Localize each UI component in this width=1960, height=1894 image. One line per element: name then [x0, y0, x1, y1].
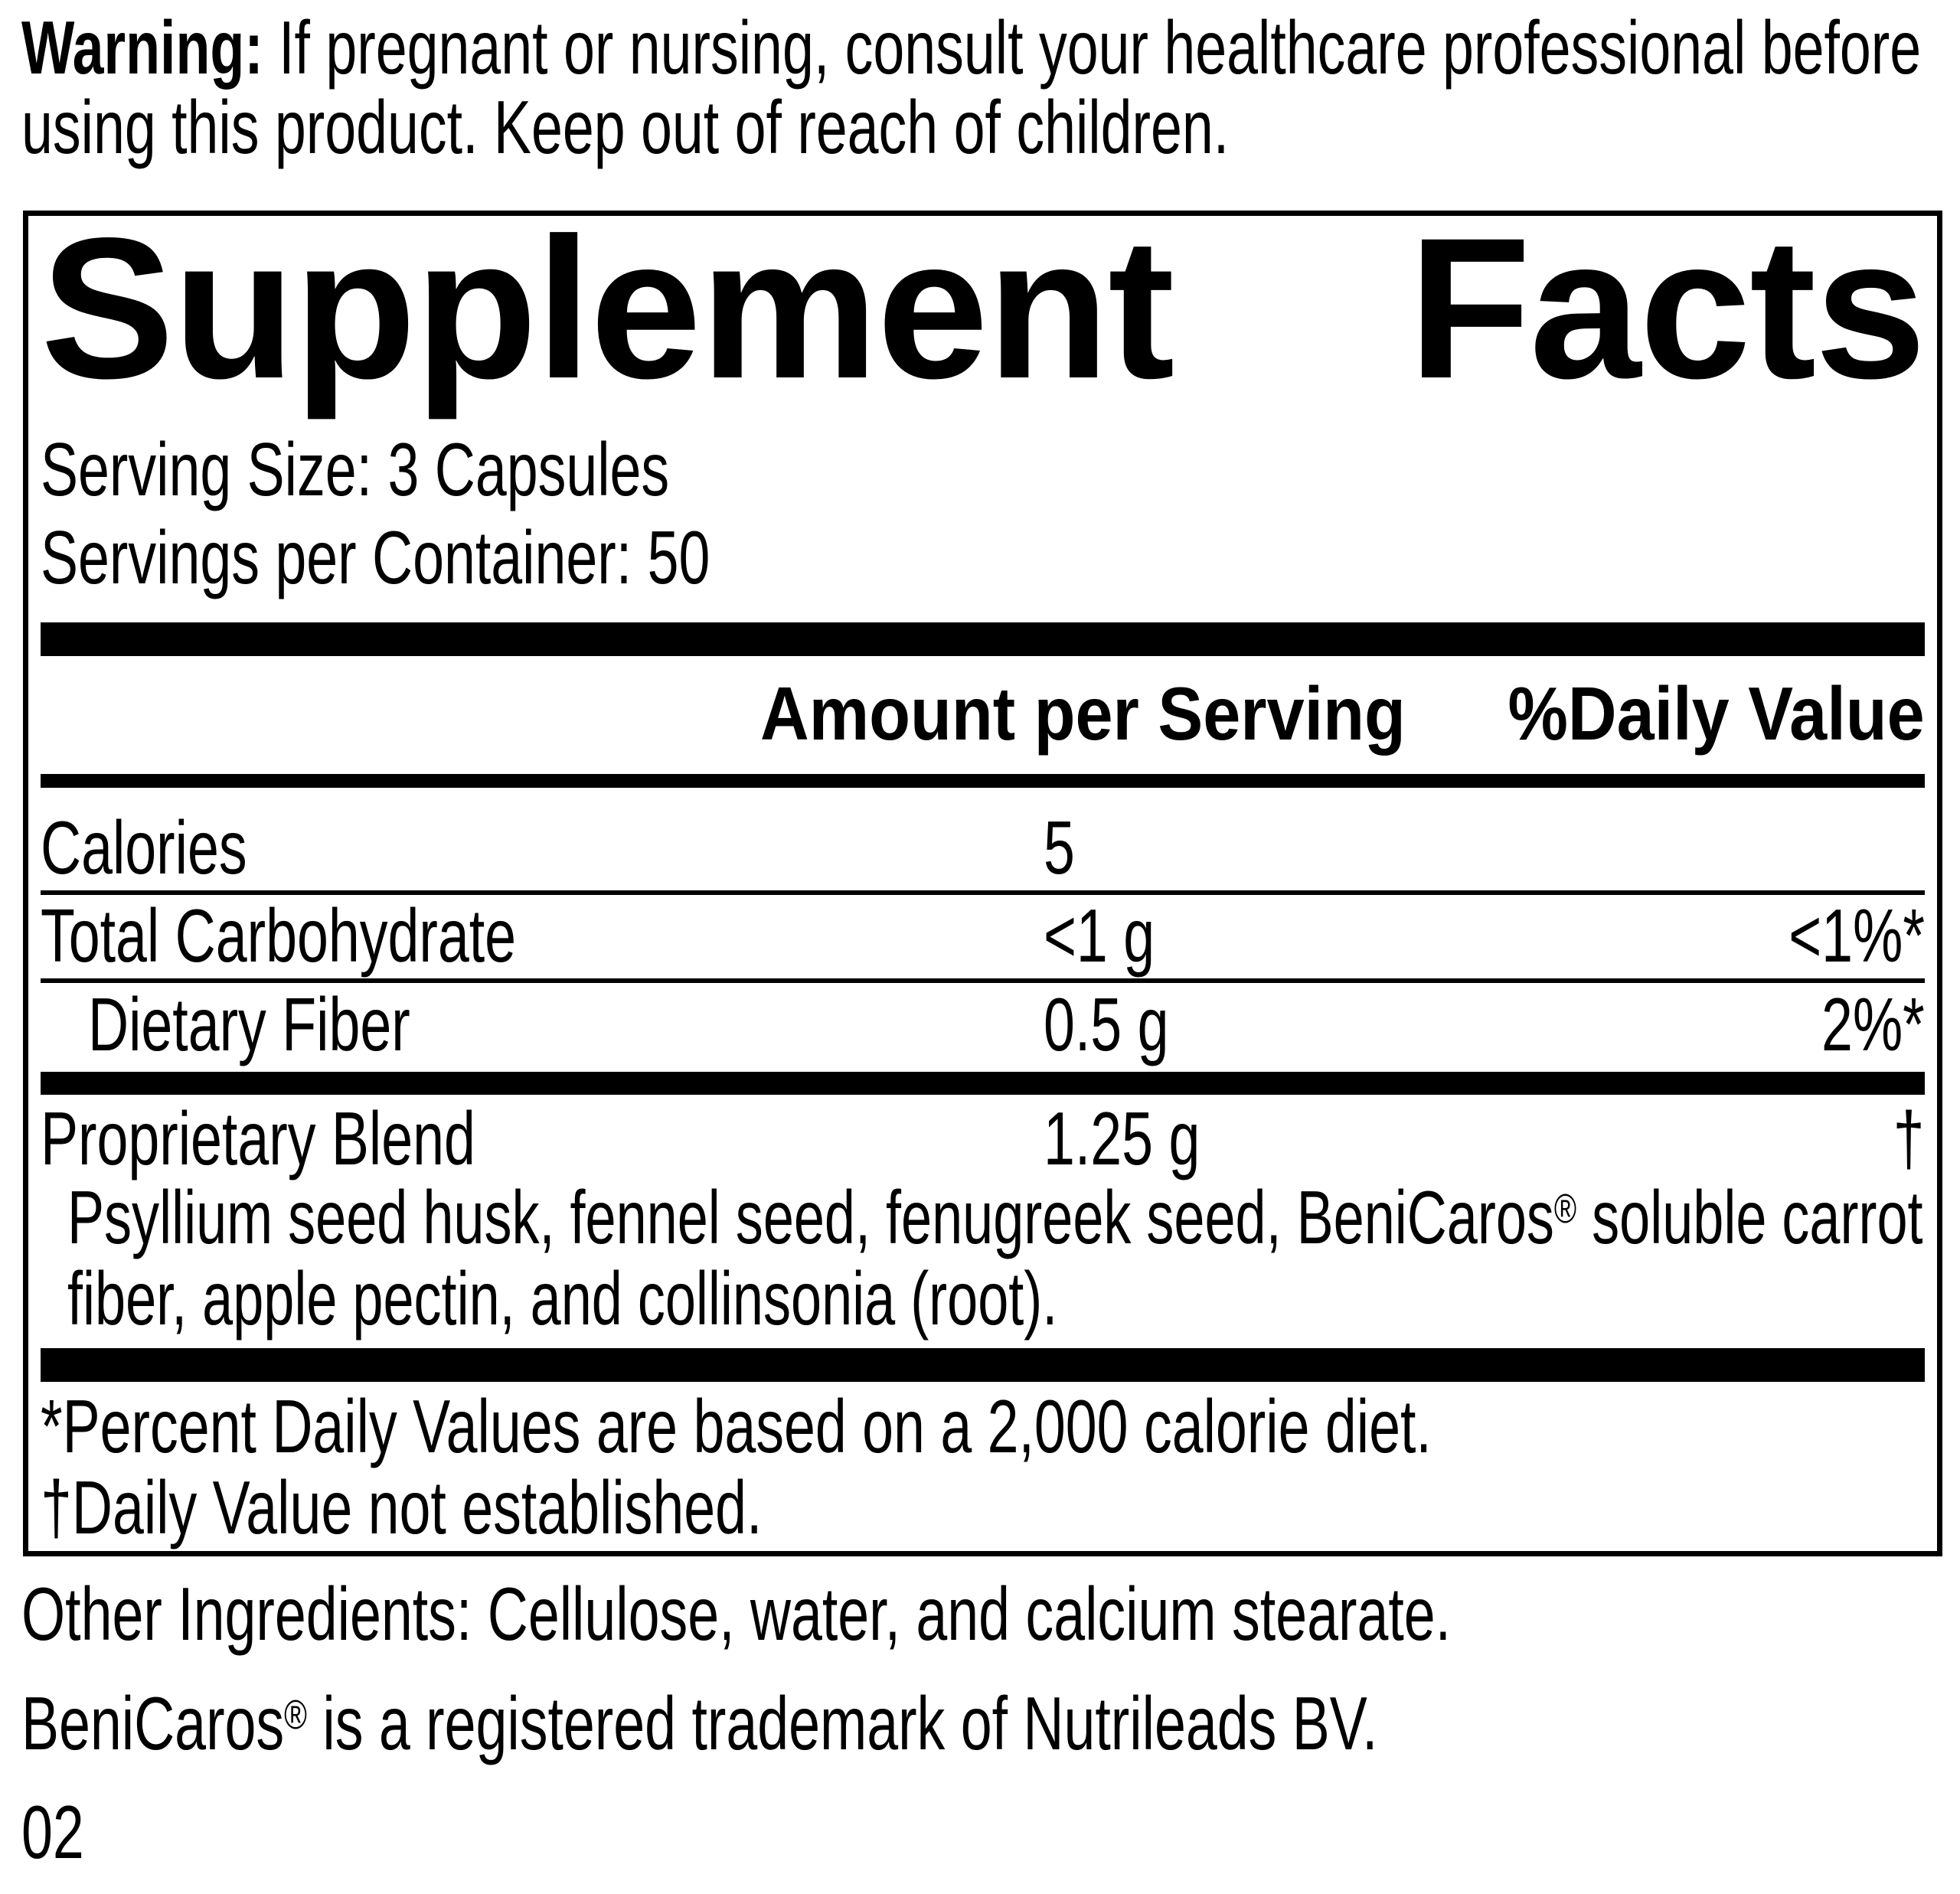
separator-bar-header — [41, 774, 1925, 788]
serving-size: Serving Size: 3 Capsules — [41, 427, 670, 511]
separator-bar-footnotes — [41, 1348, 1925, 1382]
table-row-calories: Calories 5 — [41, 809, 1925, 895]
warning-label: Warning: — [21, 5, 263, 90]
table-row-proprietary-blend: Proprietary Blend 1.25 g † — [41, 1100, 1925, 1177]
serving-info: Serving Size: 3 Capsules Servings per Co… — [41, 426, 1925, 602]
row-amount: 1.25 g — [1044, 1096, 1200, 1180]
blend-description-text-cont: soluble carrot fiber, apple pectin, and … — [67, 1175, 1923, 1340]
blend-description-text: Psyllium seed husk, fennel seed, fenugre… — [67, 1175, 1554, 1259]
blend-description: Psyllium seed husk, fennel seed, fenugre… — [67, 1177, 1958, 1339]
separator-bar-blend — [41, 1072, 1925, 1095]
trademark-brand: BeniCaros — [21, 1681, 285, 1765]
product-code: 02 — [21, 1790, 84, 1874]
row-amount: 5 — [1044, 805, 1075, 890]
footnotes: *Percent Daily Values are based on a 2,0… — [41, 1386, 1936, 1548]
row-amount: <1 g — [1044, 893, 1155, 978]
registered-trademark-icon: ® — [1553, 1186, 1577, 1233]
table-row-dietary-fiber: Dietary Fiber 0.5 g 2%* — [41, 986, 1925, 1063]
table-row-total-carbohydrate: Total Carbohydrate <1 g <1%* — [41, 897, 1925, 983]
servings-per-container: Servings per Container: 50 — [41, 515, 710, 599]
row-daily-value: 2%* — [1821, 982, 1925, 1066]
row-label: Calories — [41, 805, 247, 890]
trademark-text: BeniCaros® is a registered trademark of … — [21, 1681, 1916, 1765]
trademark-body: is a registered trademark of Nutrileads … — [306, 1681, 1378, 1765]
separator-bar-top — [41, 622, 1925, 656]
row-daily-value: <1%* — [1788, 893, 1925, 978]
warning-text: Warning: If pregnant or nursing, consult… — [21, 8, 1960, 167]
footnote-percent-daily-value: *Percent Daily Values are based on a 2,0… — [41, 1384, 1432, 1468]
row-amount: 0.5 g — [1044, 982, 1169, 1066]
warning-body: If pregnant or nursing, consult your hea… — [21, 5, 1922, 169]
panel-title: Supplement Facts — [41, 196, 1926, 420]
row-daily-value-dagger: † — [1893, 1096, 1925, 1180]
table-header-row: Amount per Serving %Daily Value — [41, 675, 1925, 752]
other-ingredients-text: Other Ingredients: Cellulose, water, and… — [21, 1572, 1452, 1656]
row-label: Proprietary Blend — [41, 1096, 475, 1180]
amount-per-serving-header: Amount per Serving — [760, 671, 1406, 756]
footnote-daily-value-not-established: †Daily Value not established. — [41, 1465, 763, 1549]
row-label: Dietary Fiber — [88, 982, 410, 1066]
row-label: Total Carbohydrate — [41, 893, 517, 978]
daily-value-header: %Daily Value — [1508, 671, 1925, 756]
supplement-facts-panel: Supplement Facts Serving Size: 3 Capsule… — [23, 196, 1942, 1556]
registered-trademark-icon: ® — [284, 1692, 307, 1739]
